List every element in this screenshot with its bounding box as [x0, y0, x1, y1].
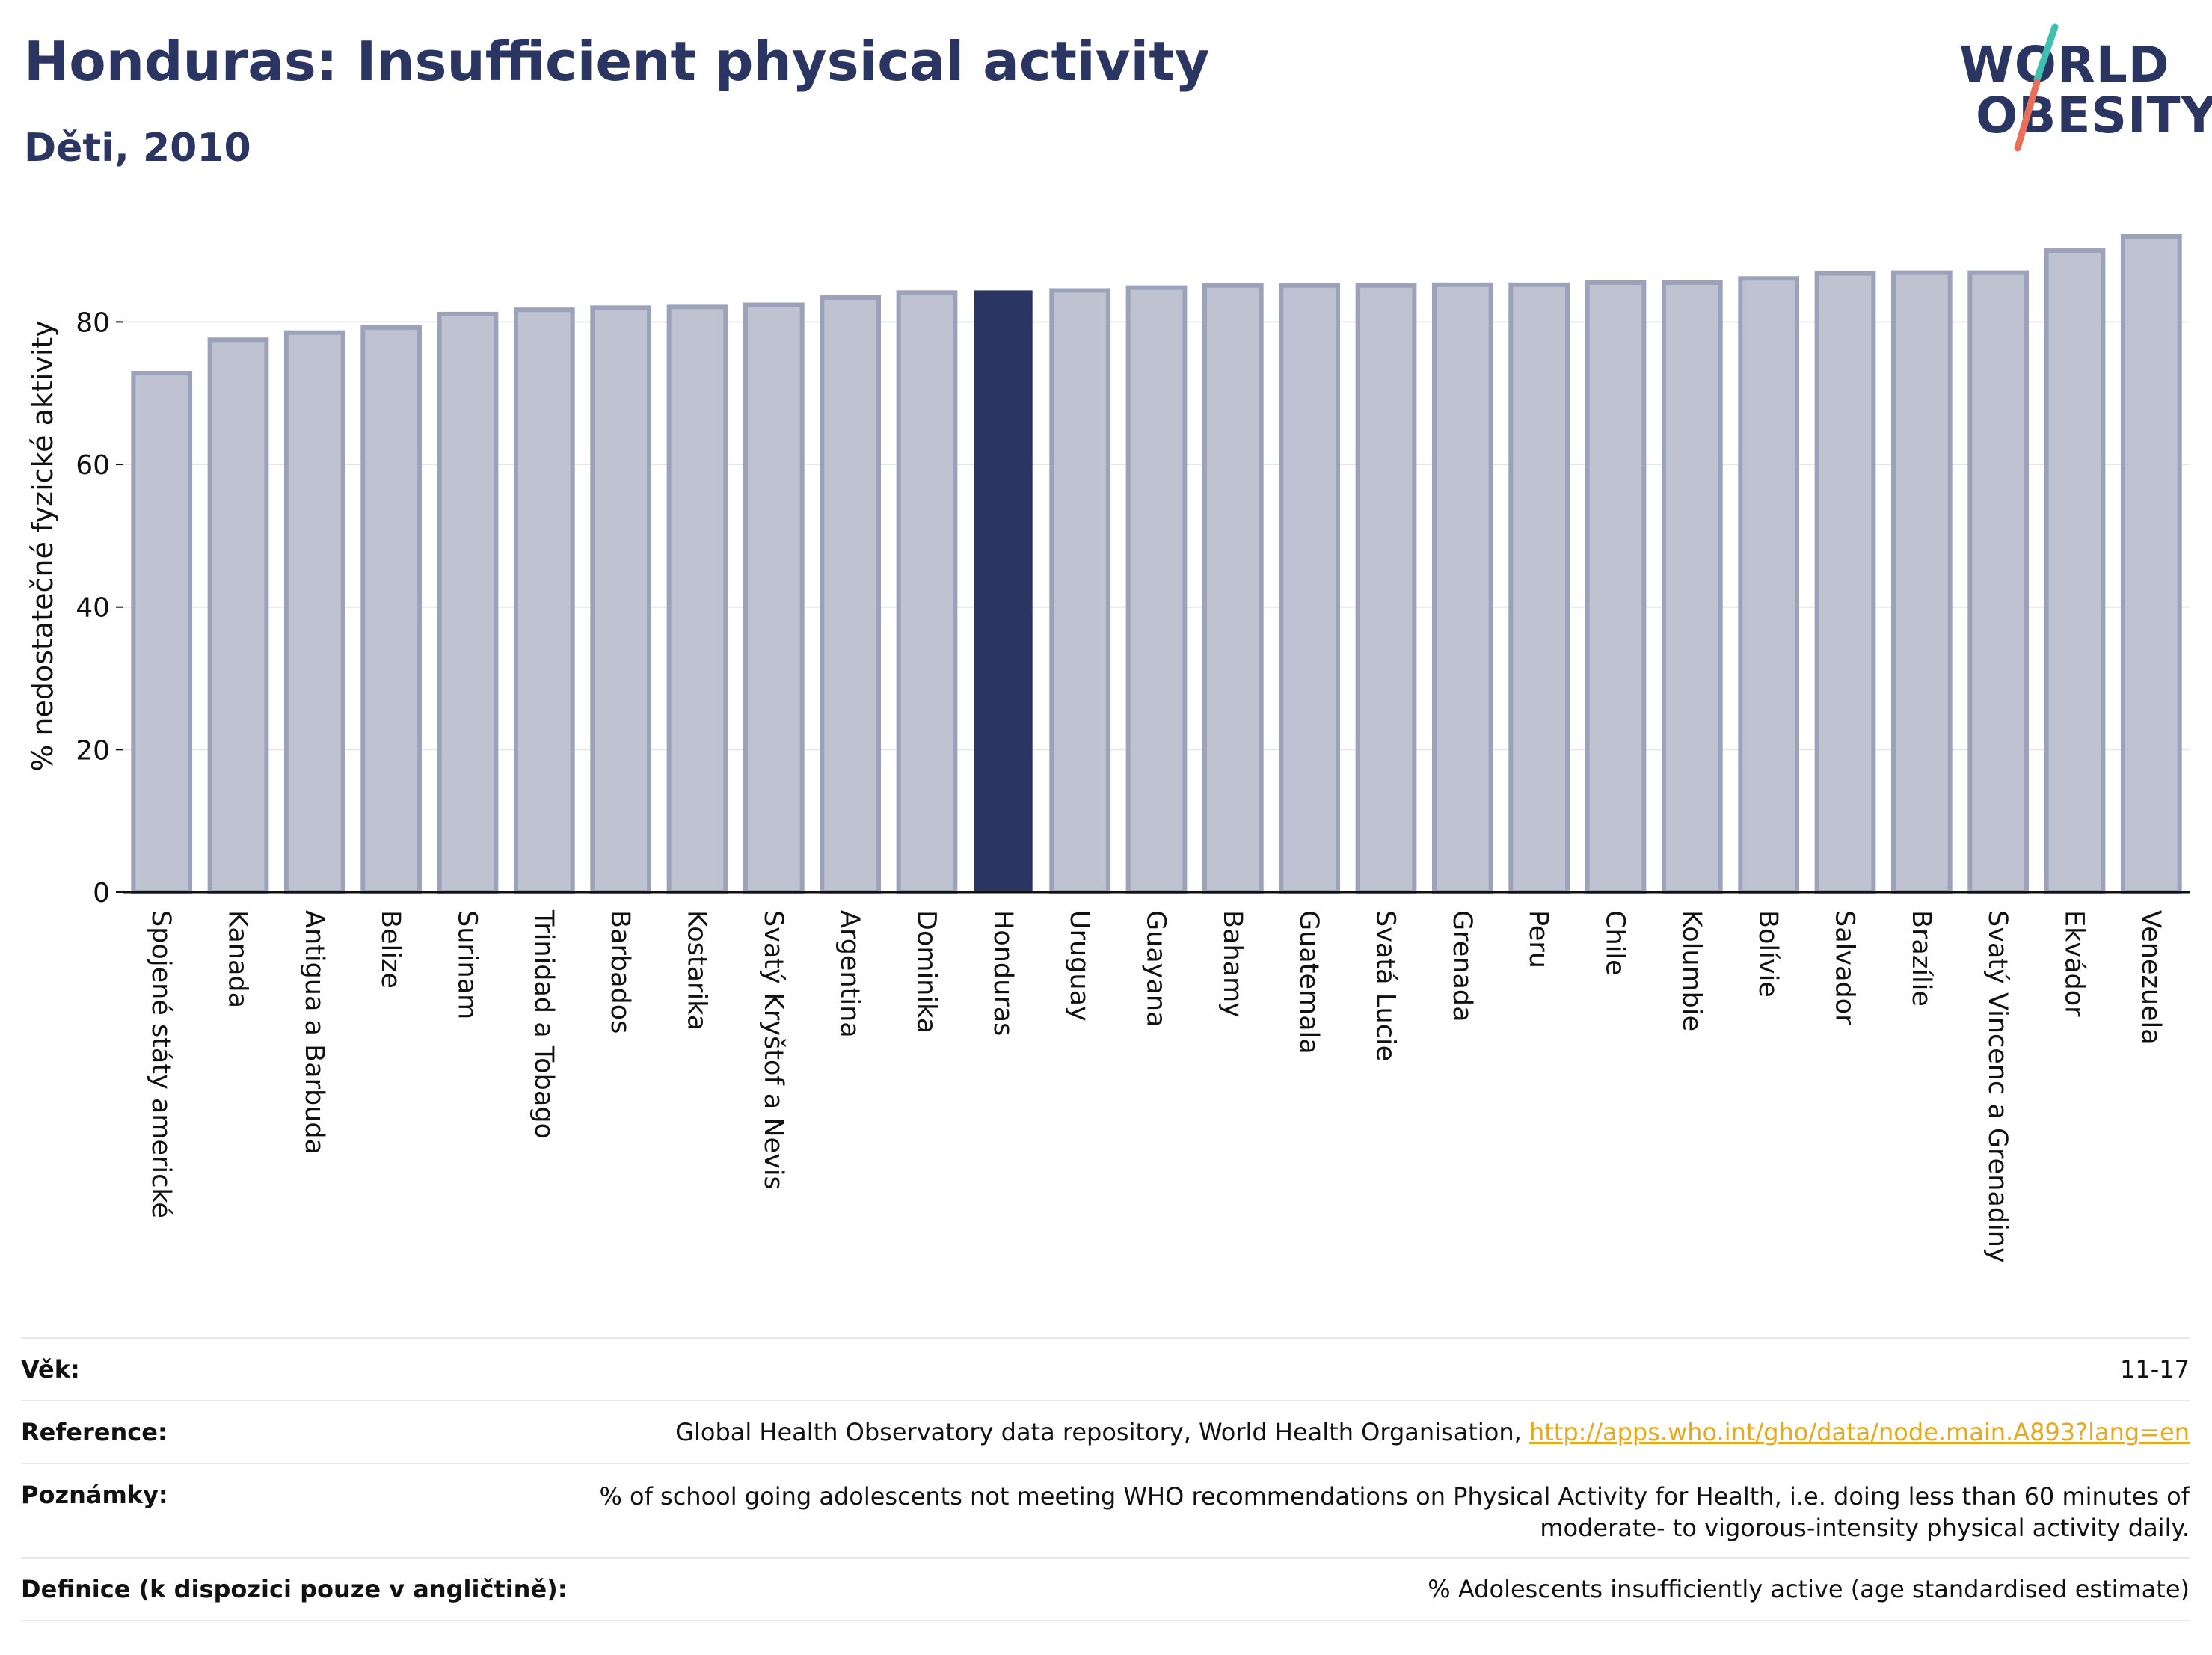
info-table: Věk: 11-17 Reference: Global Health Obse… [21, 1337, 2190, 1621]
x-tick-label: Antigua a Barbuda [299, 910, 329, 1155]
bars [131, 234, 2182, 895]
bar [1508, 282, 1570, 895]
x-tick-label: Svatá Lucie [1371, 910, 1401, 1061]
y-tick-label: 20 [76, 735, 110, 766]
info-row-age: Věk: 11-17 [21, 1337, 2190, 1400]
x-tick-label: Bahamy [1217, 910, 1247, 1018]
age-value: 11-17 [2120, 1355, 2190, 1384]
notes-label: Poznámky: [21, 1481, 168, 1509]
y-tick-label: 80 [76, 307, 110, 338]
age-label: Věk: [21, 1355, 80, 1384]
x-tick-label: Uruguay [1064, 910, 1094, 1022]
x-tick-label: Guayana [1141, 910, 1171, 1028]
logo-text-world: WORLD [1959, 36, 2170, 93]
bar [896, 290, 958, 894]
y-axis-label: % nedostatečné fyzické aktivity [26, 320, 59, 772]
bar [1661, 280, 1723, 894]
x-tick-label: Kostarika [682, 910, 712, 1031]
x-tick-label: Peru [1523, 910, 1553, 968]
notes-value: % of school going adolescents not meetin… [599, 1481, 2190, 1544]
x-tick-label: Barbados [605, 910, 635, 1034]
axes: 0 20 40 60 80 Spojené státy americké Kanada Ant… [76, 307, 2190, 1263]
page-subtitle: Děti, 2010 [24, 126, 251, 171]
world-obesity-logo: WORLD OBESITY [1944, 21, 2212, 156]
x-tick-label: Argentina [835, 910, 864, 1038]
x-tick-label: Belize [375, 910, 405, 989]
x-tick-label: Trinidad a Tobago [529, 909, 559, 1139]
bar [1355, 283, 1417, 894]
page-title: Honduras: Insufficient physical activity [24, 30, 1210, 93]
logo-text-obesity: OBESITY [1976, 87, 2212, 144]
x-tick-label: Svatý Kryštof a Nevis [758, 910, 788, 1190]
x-tick-label: Kolumbie [1677, 910, 1706, 1031]
x-tick-label: Brazílie [1906, 910, 1936, 1007]
bar-chart: 0 20 40 60 80 Spojené státy americké Kanada Ant… [26, 234, 2190, 1263]
info-row-reference: Reference: Global Health Observatory dat… [21, 1400, 2190, 1463]
bar [1279, 283, 1341, 894]
bar [1049, 288, 1111, 895]
bar [1125, 285, 1188, 895]
bar [1585, 280, 1647, 894]
y-tick-label: 60 [76, 450, 110, 481]
x-tick-label: Bolívie [1753, 910, 1783, 998]
x-tick-label: Salvador [1830, 910, 1860, 1025]
bar [360, 325, 423, 894]
bar [2120, 234, 2182, 894]
x-tick-label: Grenada [1447, 910, 1477, 1022]
bar [513, 307, 575, 895]
x-tick-label: Dominika [912, 910, 941, 1034]
definition-label: Definice (k dispozici pouze v angličtině… [21, 1575, 568, 1603]
bar [820, 295, 882, 895]
bar [1890, 270, 1953, 894]
x-tick-label: Kanada [223, 910, 253, 1008]
y-tick-label: 0 [93, 878, 110, 909]
bar [437, 311, 499, 894]
bar [283, 330, 345, 894]
x-tick-label: Ekvádor [2059, 910, 2089, 1017]
y-tick-label: 40 [76, 593, 110, 624]
bar [1431, 282, 1493, 895]
bar [1202, 283, 1264, 894]
bar-highlighted [974, 290, 1033, 894]
bar [1738, 276, 1800, 895]
bar [207, 337, 269, 894]
bar [1967, 270, 2030, 894]
bar [2044, 248, 2106, 894]
x-tick-label: Svatý Vincenc a Grenadiny [1982, 910, 2012, 1263]
x-tick-label: Chile [1600, 910, 1630, 976]
bar [666, 304, 728, 895]
notes-line-2: moderate- to vigorous-intensity physical… [1540, 1514, 2190, 1542]
x-tick-label: Honduras [988, 910, 1018, 1036]
reference-label: Reference: [21, 1418, 168, 1446]
reference-link[interactable]: http://apps.who.int/gho/data/node.main.A… [1529, 1418, 2190, 1446]
x-tick-label: Guatemala [1294, 910, 1324, 1054]
definition-value: % Adolescents insufficiently active (age… [1428, 1575, 2190, 1603]
info-row-notes: Poznámky: % of school going adolescents … [21, 1463, 2190, 1557]
reference-value: Global Health Observatory data repositor… [675, 1416, 2190, 1448]
notes-line-1: % of school going adolescents not meetin… [599, 1482, 2190, 1511]
info-row-definition: Definice (k dispozici pouze v angličtině… [21, 1557, 2190, 1621]
bar [1814, 271, 1876, 894]
x-tick-label: Spojené státy americké [146, 910, 176, 1218]
bar [590, 305, 652, 894]
x-tick-label: Surinam [452, 910, 482, 1019]
bar [743, 302, 805, 894]
reference-text: Global Health Observatory data repositor… [675, 1418, 1529, 1446]
logo-slash-icon [2014, 23, 2059, 152]
x-tick-label: Venezuela [2136, 910, 2166, 1045]
bar [131, 371, 193, 895]
